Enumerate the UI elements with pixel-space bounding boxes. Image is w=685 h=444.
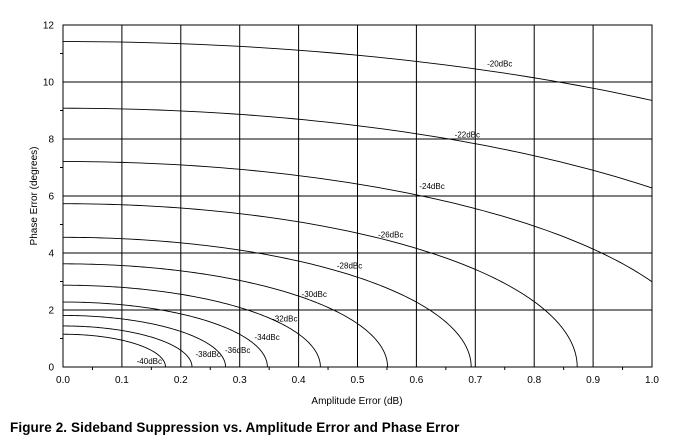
- curve-label: -32dBc: [272, 314, 297, 323]
- curve-minus-36dbc: [63, 314, 227, 367]
- curve-label: -34dBc: [254, 333, 279, 342]
- curve-label: -40dBc: [137, 357, 162, 366]
- grid-lines: [62, 24, 653, 368]
- plot-frame: [62, 24, 653, 368]
- y-tick-label: 4: [48, 249, 54, 260]
- curve-minus-30dbc: [63, 263, 388, 367]
- x-tick-label: 0.4: [292, 375, 306, 386]
- curve-minus-28dbc: [63, 236, 472, 367]
- x-tick-label: 0.6: [409, 375, 423, 386]
- curve-minus-38dbc: [63, 325, 193, 367]
- curve-label: -30dBc: [302, 290, 327, 299]
- x-tick-label: 0.1: [115, 375, 129, 386]
- axes: 0.0 0.1 0.2 0.3 0.4 0.5 0.6 0.7 0.8 0.9 1.0 0 2 4 6 8 10…: [43, 21, 660, 387]
- curve-label: -28dBc: [337, 262, 362, 271]
- y-tick-label: 12: [43, 21, 55, 32]
- y-tick-label: 2: [48, 306, 54, 317]
- x-tick-label: 0.0: [56, 375, 70, 386]
- curve-minus-32dbc: [63, 284, 321, 367]
- x-tick-label: 0.8: [527, 375, 541, 386]
- x-tick-label: 0.2: [174, 375, 188, 386]
- curve-minus-20dbc: [63, 41, 652, 101]
- x-tick-label: 0.9: [586, 375, 600, 386]
- curve-minus-22dbc: [63, 107, 652, 189]
- curve-labels: -20dBc -22dBc -24dBc -26dBc -28dBc -30dBc -32d…: [137, 59, 513, 366]
- curve-label: -24dBc: [419, 182, 444, 191]
- y-tick-label: 8: [48, 135, 54, 146]
- y-axis-title: Phase Error (degrees): [29, 147, 40, 246]
- x-tick-label: 0.7: [468, 375, 482, 386]
- curve-label: -26dBc: [378, 230, 403, 239]
- curve-label: -20dBc: [487, 59, 512, 68]
- curve-minus-24dbc: [63, 161, 652, 283]
- x-tick-label: 1.0: [645, 375, 659, 386]
- y-tick-label: 6: [48, 192, 54, 203]
- curve-label: -22dBc: [455, 131, 480, 140]
- y-tick-label: 10: [43, 78, 55, 89]
- x-tick-label: 0.3: [233, 375, 247, 386]
- x-tick-label: 0.5: [351, 375, 365, 386]
- curve-label: -38dBc: [196, 350, 221, 359]
- curve-label: -36dBc: [225, 346, 250, 355]
- figure-caption: Figure 2. Sideband Suppression vs. Ampli…: [10, 420, 460, 435]
- curve-minus-40dbc: [63, 333, 166, 367]
- suppression-curves: [63, 41, 652, 367]
- curve-minus-26dbc: [63, 203, 578, 367]
- curve-minus-34dbc: [63, 301, 268, 367]
- y-tick-label: 0: [48, 363, 54, 374]
- x-axis-title: Amplitude Error (dB): [311, 396, 402, 407]
